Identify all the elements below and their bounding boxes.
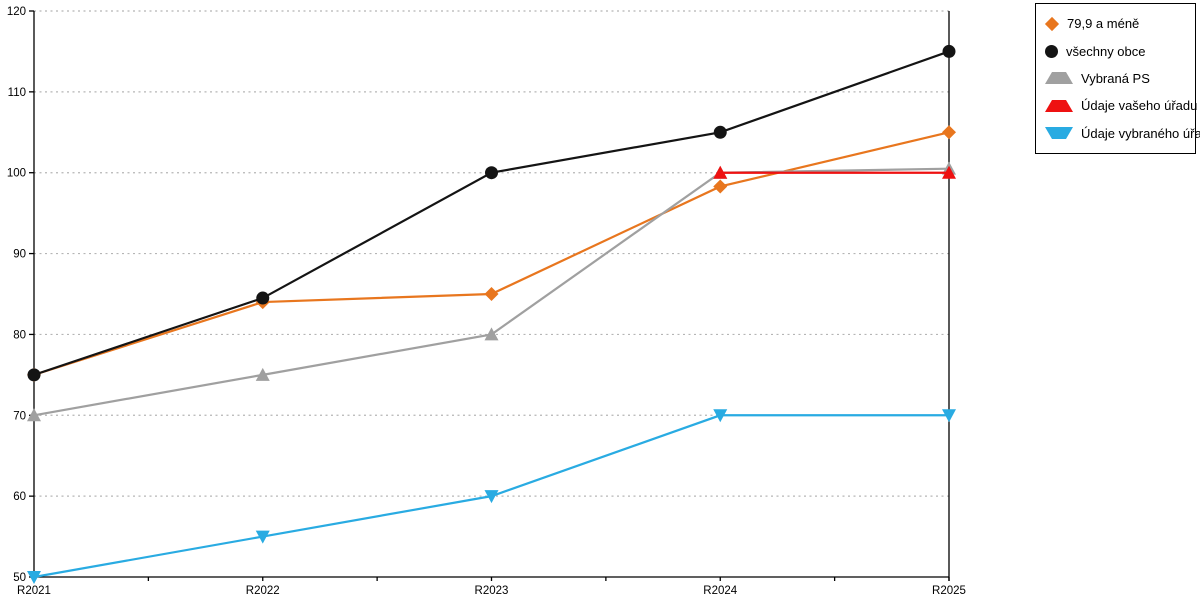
legend-item-udaje-vaseho-uradu: Údaje vašeho úřadu — [1045, 98, 1198, 114]
legend-label: 79,9 a méně — [1067, 16, 1140, 32]
chart-legend: 79,9 a méně všechny obce Vybraná PS Údaj… — [1035, 3, 1200, 154]
legend-label: Vybraná PS — [1081, 70, 1150, 86]
circle-icon — [1045, 44, 1058, 58]
svg-text:R2024: R2024 — [703, 585, 737, 597]
legend-item-udaje-vybraneho-uradu: Údaje vybraného úřadu — [1045, 126, 1200, 141]
svg-text:120: 120 — [7, 6, 26, 18]
svg-text:60: 60 — [13, 491, 26, 503]
svg-text:90: 90 — [13, 249, 26, 261]
svg-text:R2021: R2021 — [17, 585, 51, 597]
diamond-icon — [1044, 16, 1060, 31]
triangle-down-icon — [1045, 127, 1073, 140]
triangle-up-icon — [1045, 72, 1073, 85]
svg-text:70: 70 — [13, 410, 26, 422]
legend-label: Údaje vybraného úřadu — [1081, 125, 1200, 141]
svg-text:110: 110 — [8, 87, 26, 99]
svg-text:100: 100 — [7, 168, 26, 180]
svg-text:80: 80 — [13, 329, 26, 341]
svg-text:R2022: R2022 — [246, 585, 280, 597]
triangle-up-icon — [1045, 99, 1073, 112]
legend-item-79-9-a-mene: 79,9 a méně — [1044, 16, 1195, 32]
legend-label: Údaje vašeho úřadu — [1081, 98, 1198, 114]
svg-text:R2023: R2023 — [475, 585, 509, 597]
legend-item-vybrana-ps: Vybraná PS — [1045, 71, 1195, 86]
svg-text:50: 50 — [13, 572, 26, 584]
svg-text:R2025: R2025 — [932, 585, 966, 597]
legend-item-vsechny-obce: všechny obce — [1045, 44, 1195, 59]
legend-label: všechny obce — [1066, 43, 1146, 59]
